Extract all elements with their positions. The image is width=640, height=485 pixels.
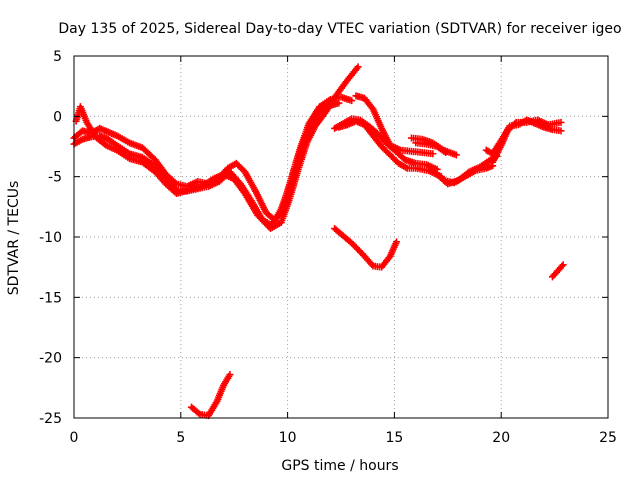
y-tick-label: 5 xyxy=(53,49,62,65)
data-point xyxy=(558,262,566,270)
data-point xyxy=(559,261,567,269)
x-tick-label: 5 xyxy=(176,430,185,446)
data-point xyxy=(335,99,343,107)
y-tick-label: -5 xyxy=(48,170,62,186)
data-point xyxy=(557,118,565,126)
data-point xyxy=(442,149,450,157)
data-track-track-13 xyxy=(331,225,401,271)
y-tick-label: 0 xyxy=(53,109,62,125)
y-tick-label: -10 xyxy=(39,230,62,246)
axis-ticks: 0 5 10 15 20 25 5 0 -5 -10 -15 -20 -25 xyxy=(39,49,617,446)
data-point xyxy=(195,409,203,417)
x-tick-label: 25 xyxy=(599,430,617,446)
data-track-track-08 xyxy=(412,139,450,157)
data-point xyxy=(452,151,460,159)
data-point xyxy=(511,120,519,128)
data-track-track-14 xyxy=(548,261,567,281)
data-point xyxy=(557,127,565,135)
x-tick-label: 15 xyxy=(385,430,403,446)
x-tick-label: 0 xyxy=(70,430,79,446)
x-axis-label: GPS time / hours xyxy=(281,458,398,474)
y-tick-label: -20 xyxy=(39,351,62,367)
data-track-track-04 xyxy=(352,92,437,158)
y-axis-label: SDTVAR / TECUs xyxy=(6,181,22,296)
data-point xyxy=(226,371,234,379)
x-tick-label: 20 xyxy=(492,430,510,446)
data-point xyxy=(429,150,437,158)
y-tick-label: -15 xyxy=(39,290,62,306)
data-point xyxy=(348,97,356,105)
grid xyxy=(74,56,608,418)
chart-title: Day 135 of 2025, Sidereal Day-to-day VTE… xyxy=(58,21,621,37)
data-track-track-15 xyxy=(187,371,234,420)
data-series xyxy=(70,63,567,420)
data-track-track-12 xyxy=(489,116,565,166)
data-point xyxy=(354,63,362,71)
data-point xyxy=(393,238,401,246)
data-track-track-10 xyxy=(440,162,497,187)
data-track-track-03 xyxy=(72,63,362,233)
y-tick-label: -25 xyxy=(39,411,62,427)
data-track-track-01 xyxy=(70,93,356,224)
x-tick-label: 10 xyxy=(279,430,297,446)
